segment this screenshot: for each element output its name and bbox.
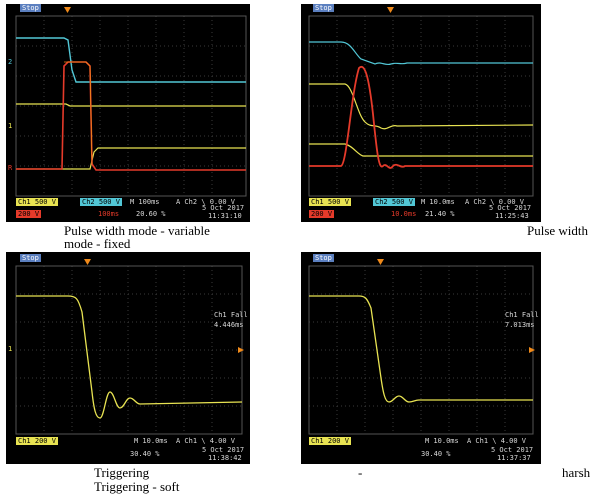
trigger-setting: A Ch1 \ 4.00 V bbox=[467, 437, 527, 445]
ch2-trace bbox=[16, 37, 246, 83]
oscilloscope-screen-4: Stop Ch1 Fall 7.013ms Ch1 200 V M 10.0ms… bbox=[301, 252, 541, 464]
timebase: M 10.0ms bbox=[134, 437, 168, 445]
timebase: M 100ms bbox=[130, 198, 160, 206]
oscilloscope-screen-3: Stop 1 Ch1 Fall 4.446ms Ch1 200 V M 10.0… bbox=[6, 252, 250, 464]
marker-ch1: 1 bbox=[8, 122, 13, 130]
timebase: M 10.0ms bbox=[421, 198, 455, 206]
ch1-trace bbox=[16, 295, 243, 419]
status-badge: Stop bbox=[313, 254, 334, 262]
caption-top-right: Pulse width bbox=[527, 223, 589, 238]
status-badge: Stop bbox=[20, 254, 41, 262]
ch2-scale: Ch2 500 V bbox=[80, 198, 122, 206]
time-label: 11:25:43 bbox=[495, 212, 529, 220]
math-scale: 200 V bbox=[309, 210, 335, 218]
status-badge: Stop bbox=[20, 4, 41, 12]
measurement-value: 7.013ms bbox=[505, 321, 535, 329]
caption-top-left: Pulse width mode - variable bbox=[64, 223, 210, 238]
date-label: 5 Oct 2017 bbox=[489, 204, 532, 212]
caption-bottom-middle: - bbox=[358, 465, 363, 480]
caption-bottom-left: Triggering bbox=[94, 465, 150, 480]
scope-3-display bbox=[15, 259, 244, 435]
oscilloscope-screen-1: Stop 2 1 R Ch1 500 V Ch2 500 V M 100ms A… bbox=[6, 4, 250, 222]
scope-1-display bbox=[15, 7, 247, 197]
time-label: 11:31:10 bbox=[208, 212, 242, 220]
date-label: 5 Oct 2017 bbox=[491, 446, 534, 454]
math-scale: 200 V bbox=[16, 210, 42, 218]
marker-ref: R bbox=[8, 164, 13, 172]
scope-4-display bbox=[308, 259, 535, 435]
oscilloscope-screen-2: Stop Ch1 500 V Ch2 500 V M 10.0ms A Ch2 … bbox=[301, 4, 541, 222]
caption-top-left-line2: mode - fixed bbox=[64, 236, 131, 251]
time-label: 11:37:37 bbox=[497, 454, 531, 462]
ch1-scale: Ch1 200 V bbox=[16, 437, 58, 445]
time-label: 11:38:42 bbox=[208, 454, 242, 462]
trigger-setting: A Ch2 \ 0.00 V bbox=[176, 198, 236, 206]
marker-ch1: 1 bbox=[8, 345, 13, 353]
trigger-setting: A Ch2 \ 0.00 V bbox=[465, 198, 525, 206]
measurement-label: Ch1 Fall bbox=[214, 311, 248, 319]
ch2-scale: Ch2 500 V bbox=[373, 198, 415, 206]
math-time: 100ms bbox=[98, 210, 120, 218]
ch1-lower-trace bbox=[309, 143, 533, 157]
red-trace bbox=[309, 65, 533, 169]
measurement-label: Ch1 Fall bbox=[505, 311, 539, 319]
ch1-scale: Ch1 500 V bbox=[309, 198, 351, 206]
ch1-trace bbox=[309, 295, 533, 403]
date-label: 5 Oct 2017 bbox=[202, 204, 245, 212]
status-badge: Stop bbox=[313, 4, 334, 12]
date-label: 5 Oct 2017 bbox=[202, 446, 245, 454]
ch1-scale: Ch1 200 V bbox=[309, 437, 351, 445]
timebase: M 10.0ms bbox=[425, 437, 459, 445]
trigger-position: 30.40 % bbox=[130, 450, 160, 458]
trigger-position: 30.40 % bbox=[421, 450, 451, 458]
trigger-setting: A Ch1 \ 4.00 V bbox=[176, 437, 236, 445]
ch1-lower-trace bbox=[16, 147, 246, 170]
marker-ch2: 2 bbox=[8, 58, 13, 66]
trigger-position: 21.40 % bbox=[425, 210, 455, 218]
math-time: 10.0ms bbox=[391, 210, 417, 218]
caption-bottom-right: harsh bbox=[562, 465, 591, 480]
measurement-value: 4.446ms bbox=[214, 321, 244, 329]
ch2-trace bbox=[309, 41, 533, 66]
ch1-scale: Ch1 500 V bbox=[16, 198, 58, 206]
scope-2-display bbox=[308, 7, 534, 197]
caption-bottom-left-line2: Triggering - soft bbox=[94, 479, 180, 494]
ch1-trace bbox=[16, 103, 246, 107]
trigger-position: 20.60 % bbox=[136, 210, 166, 218]
